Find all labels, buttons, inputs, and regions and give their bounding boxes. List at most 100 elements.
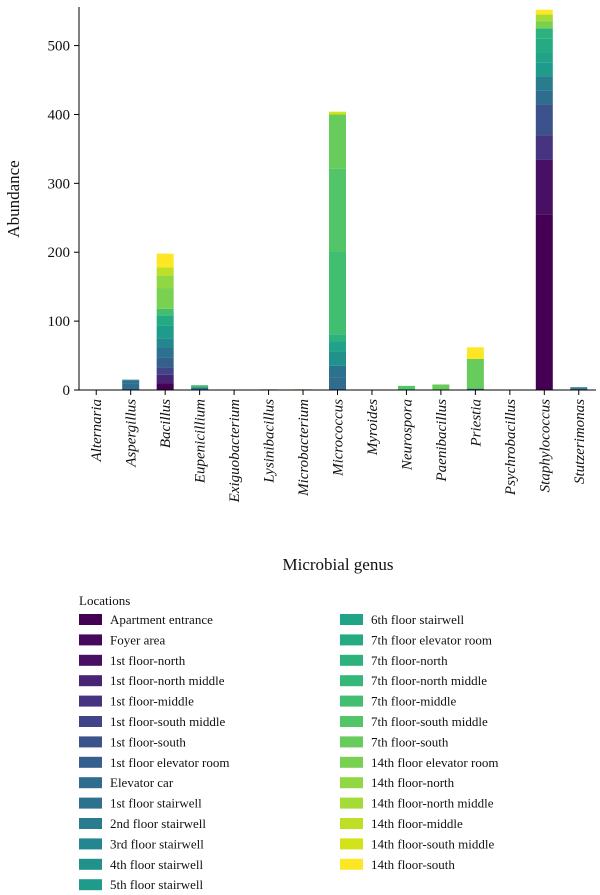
legend-label: 1st floor-middle (110, 694, 194, 709)
y-tick-label: 500 (48, 39, 71, 55)
bar-segment (570, 388, 588, 390)
bar-segment (156, 275, 174, 289)
legend-swatch (340, 777, 363, 789)
bar-segment (535, 90, 553, 105)
legend-label: 7th floor-north middle (371, 673, 487, 688)
legend: Locations Apartment entrance Foyer area 1s… (79, 593, 498, 892)
legend-swatch (79, 858, 102, 870)
legend-swatch (340, 614, 363, 625)
bar-segment (329, 114, 346, 169)
bar-segment (156, 338, 174, 348)
bar-segment (156, 367, 174, 375)
y-tick-label: 300 (48, 176, 71, 192)
legend-label: 14th floor-north (371, 775, 455, 790)
legend-label: 14th floor-middle (371, 816, 463, 831)
legend-label: Apartment entrance (110, 612, 213, 627)
x-tick-label: Lysinibacillus (262, 399, 278, 484)
bar-segment (535, 214, 553, 390)
bar-segment (570, 387, 588, 389)
bar-segment (191, 385, 209, 388)
legend-swatch (340, 818, 363, 829)
bar-segment (329, 377, 346, 390)
bar-segment (156, 308, 174, 316)
legend-swatch (79, 777, 102, 789)
x-tick-label: Myroides (365, 399, 381, 456)
legend-swatch (340, 695, 363, 707)
x-tick-label: Psychrobacillus (503, 399, 519, 496)
legend-swatch (340, 797, 363, 809)
legend-label: 7th floor elevator room (371, 632, 492, 647)
bar-segment (535, 52, 553, 63)
legend-label: 1st floor stairwell (110, 796, 202, 811)
legend-label: 14th floor elevator room (371, 755, 498, 770)
bar-segment (535, 28, 553, 39)
bar-segment (397, 385, 415, 390)
legend-swatch (79, 695, 102, 707)
bar-segment (466, 359, 484, 389)
legend-swatch (340, 838, 363, 850)
bar-segment (156, 315, 174, 326)
legend-label: 2nd floor stairwell (110, 816, 206, 831)
x-tick-label: Paenibacillus (434, 399, 450, 483)
x-tick-label: Alternaria (89, 399, 105, 463)
bar-segment (122, 380, 140, 384)
legend-swatch (340, 634, 363, 646)
bar-segment (156, 267, 174, 276)
y-tick-label: 200 (48, 245, 71, 261)
legend-label: 4th floor stairwell (110, 857, 204, 872)
bar-segment (535, 21, 553, 29)
legend-label: 6th floor stairwell (371, 612, 465, 627)
bar-segment (329, 111, 346, 115)
legend-label: 14th floor-north middle (371, 796, 494, 811)
legend-label: 14th floor-south (371, 857, 455, 872)
bar-segment (535, 76, 553, 91)
bar-segment (535, 38, 553, 53)
bar-segment (535, 104, 553, 136)
bar-segment (156, 357, 174, 368)
x-tick-label: Priestia (468, 399, 484, 448)
legend-label: 1st floor-north middle (110, 673, 225, 688)
bar-segment (466, 347, 484, 359)
legend-swatch (79, 736, 102, 748)
y-axis: 0 100 200 300 400 500 (48, 7, 80, 399)
legend-label: 1st floor-south (110, 734, 186, 749)
x-tick-label: Neurospora (399, 399, 415, 471)
legend-swatch (340, 654, 363, 666)
legend-swatch (340, 675, 363, 687)
bar-segment (156, 325, 174, 339)
y-axis-title: Abundance (4, 160, 23, 237)
legend-swatch (79, 654, 102, 666)
plot-area (122, 9, 588, 390)
legend-label: 7th floor-middle (371, 694, 457, 709)
legend-label: 7th floor-south (371, 734, 449, 749)
legend-label: 7th floor-south middle (371, 714, 488, 729)
y-tick-label: 100 (48, 314, 71, 330)
x-tick-label: Microbacterium (296, 399, 312, 497)
bar-segment (122, 379, 140, 381)
bar-segment (329, 341, 346, 352)
legend-swatch (79, 818, 102, 829)
legend-swatch (79, 614, 102, 625)
x-axis-title: Microbial genus (283, 555, 394, 574)
legend-label: Elevator car (110, 775, 174, 790)
x-tick-label: Bacillus (158, 399, 174, 448)
bar-segment (432, 384, 450, 390)
bar-segment (156, 383, 174, 390)
bar-segment (122, 383, 140, 390)
legend-label: 5th floor stairwell (110, 877, 204, 892)
bar-segment (156, 374, 174, 384)
legend-swatch (340, 858, 363, 870)
legend-swatch (79, 756, 102, 768)
bar-segment (535, 9, 553, 15)
x-tick-label: Aspergillus (124, 399, 140, 468)
bar-segment (156, 253, 174, 268)
legend-swatch (340, 736, 363, 748)
legend-swatch (79, 634, 102, 646)
bar-segment (191, 387, 209, 390)
legend-swatch (340, 756, 363, 768)
bar-segment (535, 62, 553, 77)
x-tick-label: Staphylococcus (537, 399, 553, 492)
legend-swatch (340, 716, 363, 727)
